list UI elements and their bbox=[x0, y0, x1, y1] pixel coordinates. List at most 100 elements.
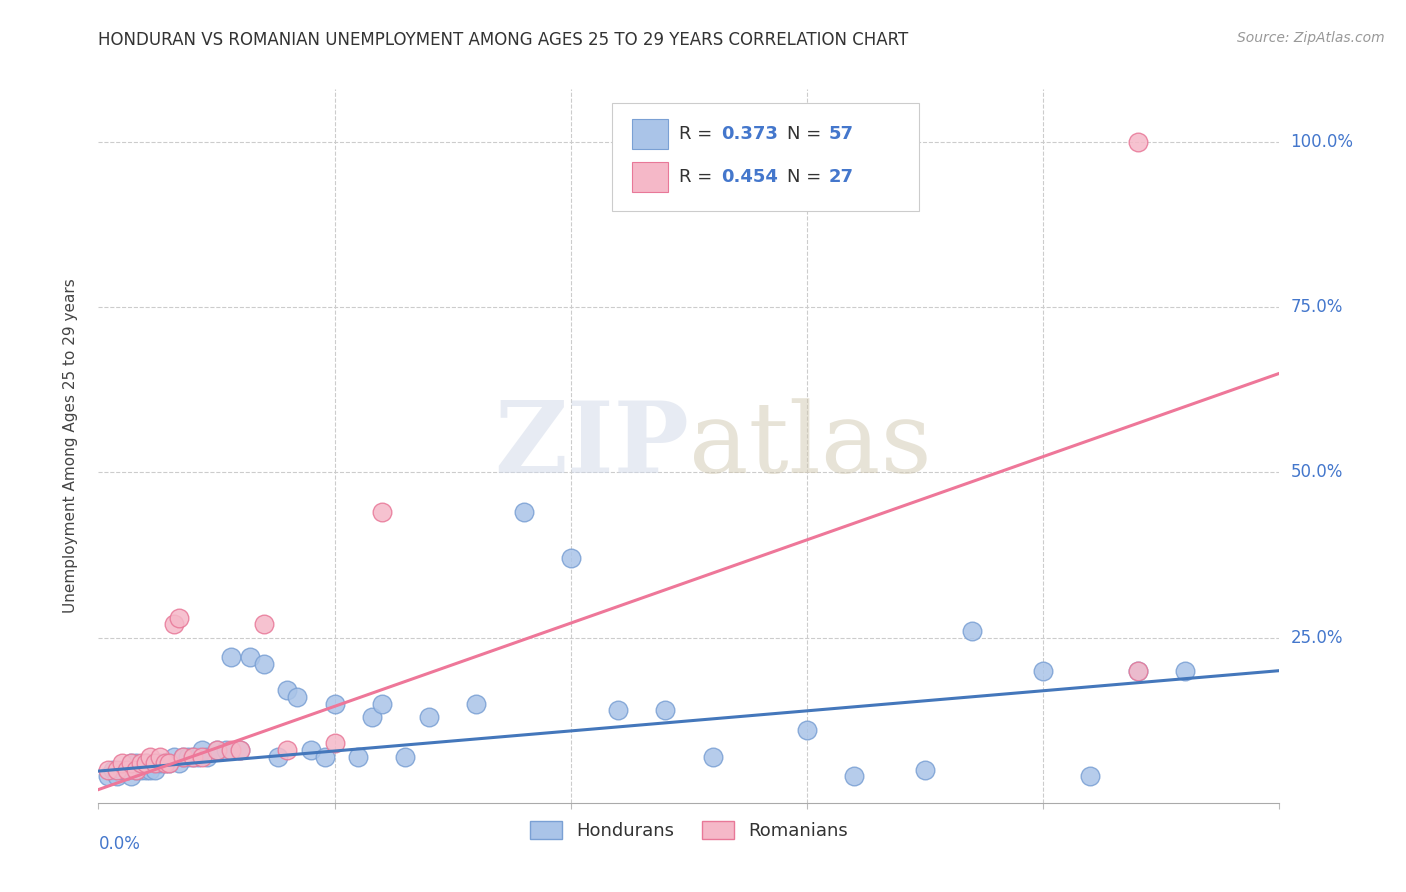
Point bbox=[195, 749, 218, 764]
Point bbox=[512, 505, 534, 519]
Point bbox=[135, 756, 157, 771]
Point bbox=[172, 749, 194, 764]
Point bbox=[560, 551, 582, 566]
Point bbox=[215, 743, 238, 757]
Point bbox=[418, 710, 440, 724]
Point bbox=[177, 749, 200, 764]
Point bbox=[153, 756, 176, 771]
Point bbox=[125, 763, 148, 777]
Point bbox=[654, 703, 676, 717]
Point bbox=[121, 756, 143, 771]
Point bbox=[135, 763, 157, 777]
Point bbox=[157, 756, 180, 771]
Point bbox=[129, 763, 152, 777]
Point bbox=[105, 769, 128, 783]
Point bbox=[205, 743, 228, 757]
Point bbox=[219, 650, 242, 665]
Point bbox=[299, 743, 322, 757]
Point bbox=[163, 617, 186, 632]
Point bbox=[115, 763, 138, 777]
Point bbox=[172, 749, 194, 764]
Point bbox=[143, 756, 166, 771]
FancyBboxPatch shape bbox=[612, 103, 920, 211]
Point bbox=[1080, 769, 1102, 783]
Text: 25.0%: 25.0% bbox=[1291, 629, 1343, 647]
Text: R =: R = bbox=[679, 125, 718, 143]
Point bbox=[139, 749, 162, 764]
Point bbox=[143, 756, 166, 771]
Point bbox=[187, 749, 209, 764]
Point bbox=[323, 697, 346, 711]
Point bbox=[253, 617, 276, 632]
Point bbox=[371, 697, 394, 711]
Text: 27: 27 bbox=[828, 168, 853, 186]
Point bbox=[115, 763, 138, 777]
Point bbox=[1032, 664, 1054, 678]
Text: N =: N = bbox=[787, 125, 827, 143]
Text: Source: ZipAtlas.com: Source: ZipAtlas.com bbox=[1237, 31, 1385, 45]
Point bbox=[125, 756, 148, 771]
Point bbox=[844, 769, 866, 783]
Text: 57: 57 bbox=[828, 125, 853, 143]
Point bbox=[97, 763, 120, 777]
Point bbox=[347, 749, 370, 764]
Point bbox=[205, 743, 228, 757]
Point bbox=[219, 743, 242, 757]
Point bbox=[371, 505, 394, 519]
Text: 75.0%: 75.0% bbox=[1291, 298, 1343, 317]
Point bbox=[139, 763, 162, 777]
Text: 100.0%: 100.0% bbox=[1291, 133, 1354, 151]
Point bbox=[97, 769, 120, 783]
Text: atlas: atlas bbox=[689, 398, 932, 494]
Point bbox=[1126, 664, 1149, 678]
Point bbox=[276, 683, 298, 698]
Point bbox=[314, 749, 336, 764]
Point bbox=[143, 763, 166, 777]
Point bbox=[607, 703, 630, 717]
Point bbox=[1126, 664, 1149, 678]
Point bbox=[962, 624, 984, 638]
Point bbox=[111, 763, 134, 777]
Point bbox=[394, 749, 416, 764]
Point bbox=[167, 611, 190, 625]
Point bbox=[149, 756, 172, 771]
Text: ZIP: ZIP bbox=[494, 398, 689, 494]
Point bbox=[149, 749, 172, 764]
Point bbox=[111, 756, 134, 771]
Point bbox=[914, 763, 936, 777]
Point bbox=[121, 769, 143, 783]
Legend: Hondurans, Romanians: Hondurans, Romanians bbox=[523, 814, 855, 847]
Point bbox=[1126, 135, 1149, 149]
Text: 0.0%: 0.0% bbox=[98, 835, 141, 853]
Point bbox=[702, 749, 724, 764]
FancyBboxPatch shape bbox=[633, 120, 668, 149]
Point bbox=[181, 749, 204, 764]
Point bbox=[229, 743, 252, 757]
Point bbox=[135, 756, 157, 771]
Point bbox=[267, 749, 290, 764]
Text: 0.373: 0.373 bbox=[721, 125, 778, 143]
Point bbox=[191, 743, 214, 757]
Point bbox=[157, 756, 180, 771]
Point bbox=[167, 756, 190, 771]
Point bbox=[361, 710, 384, 724]
Text: 50.0%: 50.0% bbox=[1291, 464, 1343, 482]
Point bbox=[465, 697, 488, 711]
Point bbox=[239, 650, 262, 665]
Text: N =: N = bbox=[787, 168, 827, 186]
Point bbox=[153, 756, 176, 771]
Point bbox=[796, 723, 818, 738]
Point bbox=[163, 749, 186, 764]
Point bbox=[101, 763, 124, 777]
FancyBboxPatch shape bbox=[633, 162, 668, 192]
Text: R =: R = bbox=[679, 168, 718, 186]
Point bbox=[229, 743, 252, 757]
Point bbox=[105, 763, 128, 777]
Point bbox=[285, 690, 308, 704]
Point bbox=[323, 736, 346, 750]
Text: HONDURAN VS ROMANIAN UNEMPLOYMENT AMONG AGES 25 TO 29 YEARS CORRELATION CHART: HONDURAN VS ROMANIAN UNEMPLOYMENT AMONG … bbox=[98, 31, 908, 49]
Point bbox=[125, 763, 148, 777]
Point bbox=[129, 756, 152, 771]
Point bbox=[181, 749, 204, 764]
Point bbox=[253, 657, 276, 671]
